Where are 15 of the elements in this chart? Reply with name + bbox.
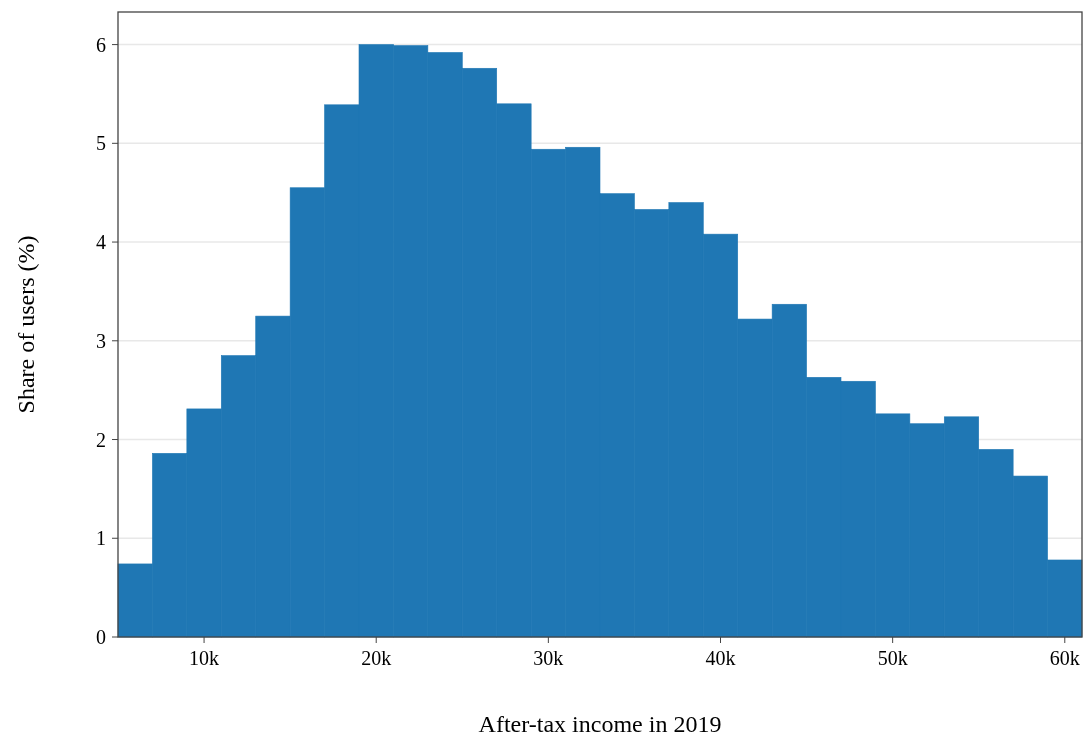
y-tick-label: 4 bbox=[96, 231, 106, 254]
y-tick-label: 1 bbox=[96, 527, 106, 550]
x-tick-label: 20k bbox=[361, 647, 392, 669]
y-axis-title: Share of users (%) bbox=[13, 235, 39, 414]
x-tick-label: 50k bbox=[877, 647, 908, 669]
y-tick-label: 6 bbox=[96, 33, 106, 56]
y-tick-label: 0 bbox=[96, 626, 106, 648]
x-tick-label: 60k bbox=[1049, 647, 1080, 669]
y-tick-label: 5 bbox=[96, 132, 106, 155]
x-tick-label: 30k bbox=[533, 647, 564, 669]
y-tick-label: 2 bbox=[96, 428, 106, 451]
y-tick-label: 3 bbox=[96, 329, 106, 352]
x-axis-title: After-tax income in 2019 bbox=[478, 711, 722, 737]
x-tick-label: 10k bbox=[189, 647, 220, 669]
x-tick-label: 40k bbox=[705, 647, 736, 669]
